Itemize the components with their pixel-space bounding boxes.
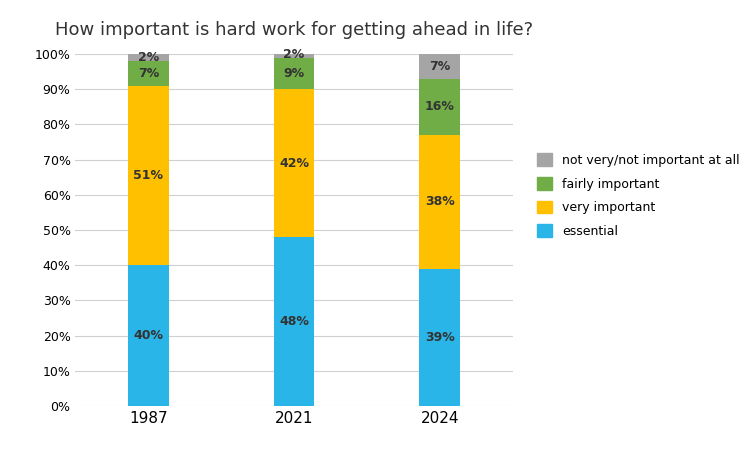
Bar xyxy=(419,54,460,79)
Bar xyxy=(128,265,169,406)
Text: 51%: 51% xyxy=(133,169,164,182)
Text: 16%: 16% xyxy=(425,101,455,113)
Bar xyxy=(128,54,169,61)
Bar xyxy=(274,237,314,406)
Bar xyxy=(274,51,314,58)
Text: 42%: 42% xyxy=(279,156,309,170)
Bar xyxy=(274,58,314,89)
Bar xyxy=(419,79,460,135)
Text: 38%: 38% xyxy=(425,195,455,208)
Bar xyxy=(274,89,314,237)
Text: 48%: 48% xyxy=(279,315,309,328)
Text: 7%: 7% xyxy=(429,60,450,73)
Text: 40%: 40% xyxy=(133,329,164,342)
Text: 39%: 39% xyxy=(425,331,455,344)
Text: 7%: 7% xyxy=(138,67,159,80)
Title: How important is hard work for getting ahead in life?: How important is hard work for getting a… xyxy=(55,21,533,39)
Legend: not very/not important at all, fairly important, very important, essential: not very/not important at all, fairly im… xyxy=(532,148,745,243)
Bar xyxy=(128,86,169,265)
Text: 2%: 2% xyxy=(284,48,305,60)
Bar xyxy=(128,61,169,86)
Bar xyxy=(419,135,460,269)
Bar xyxy=(419,269,460,406)
Text: 9%: 9% xyxy=(284,67,305,80)
Text: 2%: 2% xyxy=(138,51,159,64)
